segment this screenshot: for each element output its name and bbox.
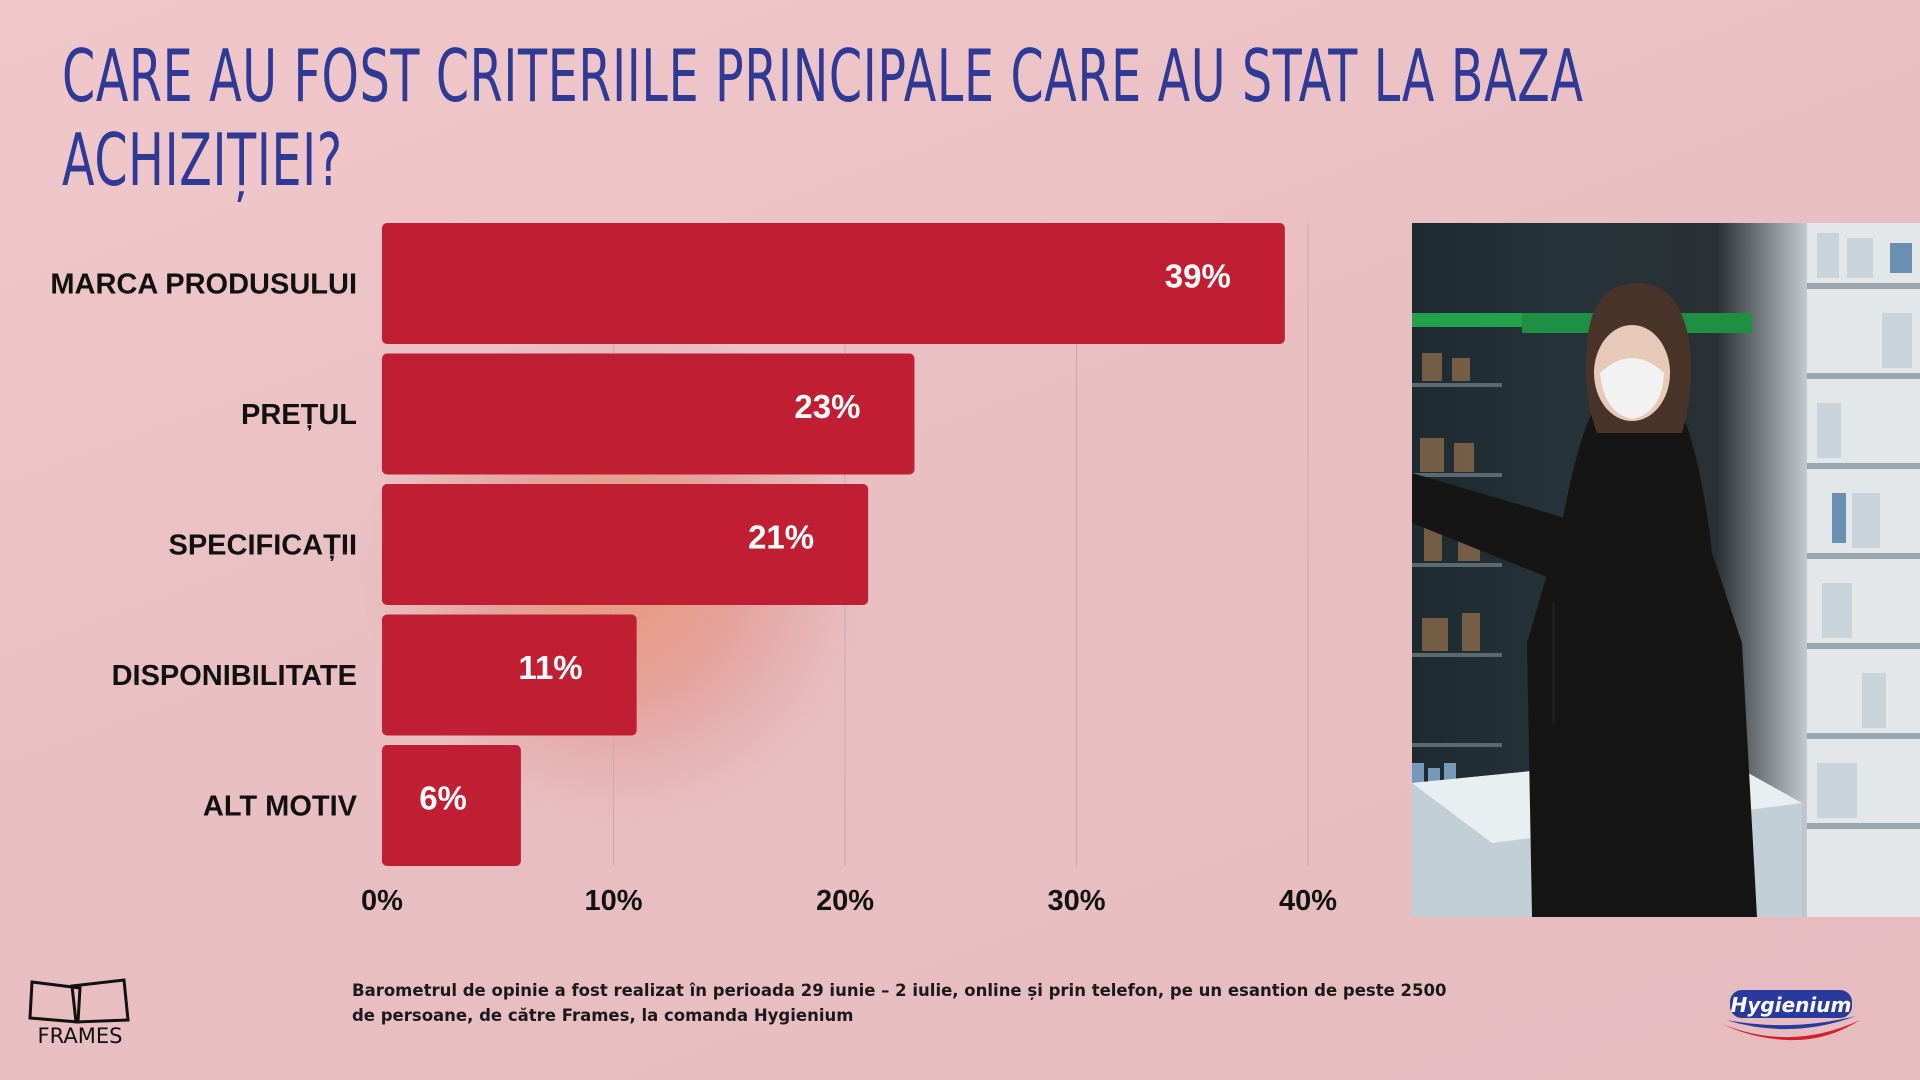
woman-with-mask-in-supermarket-photo (1412, 223, 1920, 917)
x-tick-label: 40% (1279, 885, 1337, 917)
bar (382, 614, 637, 736)
hygienium-logo-text: Hygienium (1731, 993, 1852, 1017)
category-label: DISPONIBILITATE (112, 660, 357, 692)
bar (382, 223, 1285, 344)
x-tick-label: 30% (1047, 885, 1105, 917)
value-label: 6% (419, 780, 467, 817)
value-label: 11% (518, 649, 582, 686)
category-label: SPECIFICAȚII (168, 530, 357, 562)
value-label: 39% (1165, 258, 1231, 295)
value-label: 21% (748, 519, 814, 556)
frames-logo-text: FRAMES (37, 1024, 123, 1048)
value-label: 23% (794, 388, 860, 425)
bar (382, 484, 869, 605)
survey-footnote: Barometrul de opinie a fost realizat în … (352, 981, 1447, 1025)
category-label: ALT MOTIV (203, 791, 358, 823)
hygienium-logo: Hygienium (1716, 980, 1866, 1050)
x-tick-label: 20% (816, 885, 874, 917)
bar (382, 353, 915, 475)
page-title: CARE AU FOST CRITERIILE PRINCIPALE CARE … (62, 34, 1584, 202)
x-tick-label: 10% (584, 885, 642, 917)
category-label: PREȚUL (241, 399, 357, 431)
bar (382, 745, 521, 866)
frames-logo: FRAMES (28, 978, 132, 1048)
category-label: MARCA PRODUSULUI (50, 269, 357, 301)
x-tick-label: 0% (361, 885, 403, 917)
